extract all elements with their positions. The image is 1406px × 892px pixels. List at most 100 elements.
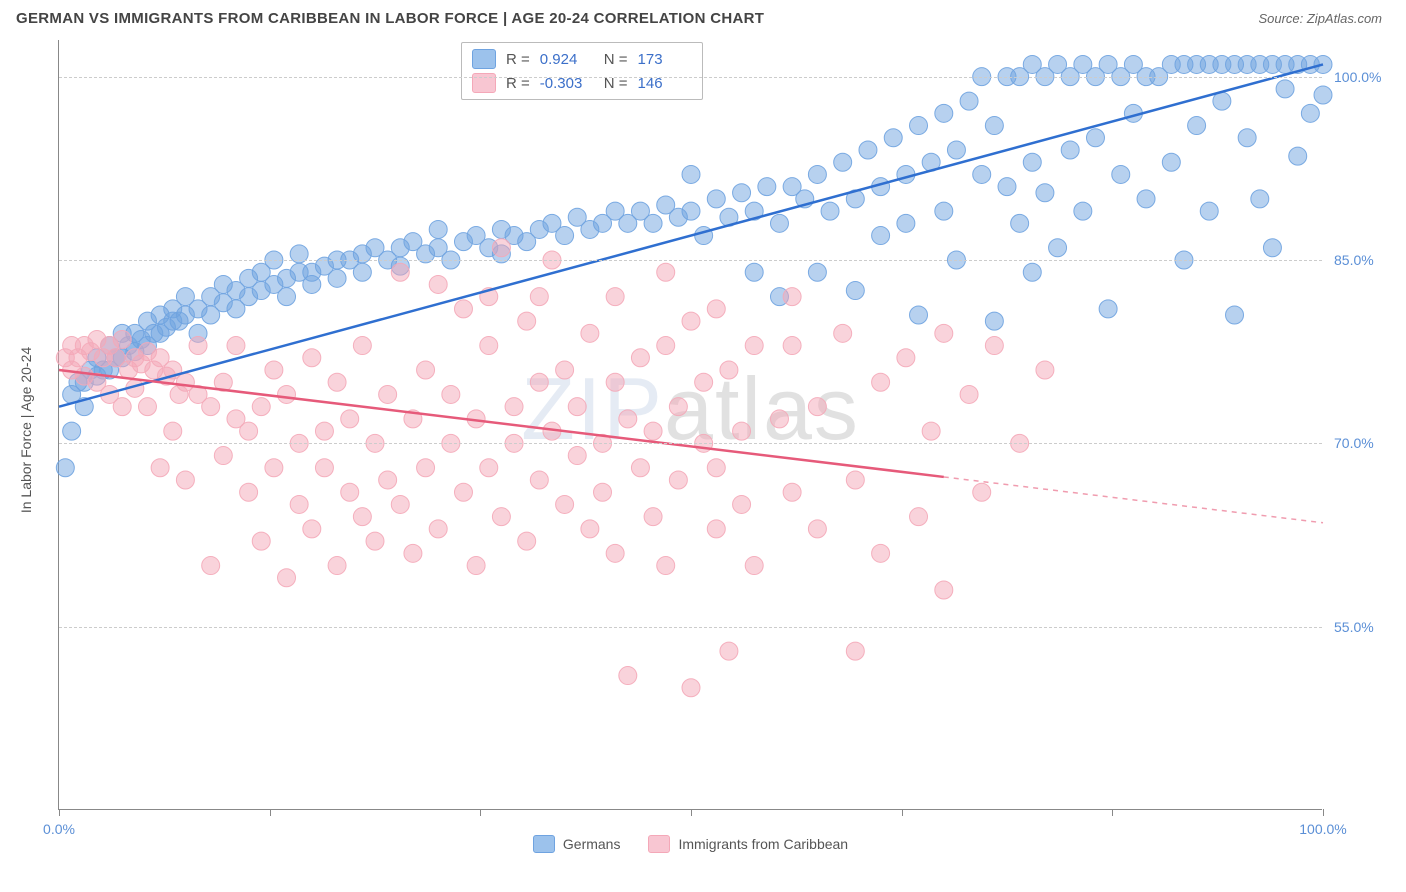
- data-point: [176, 471, 194, 489]
- data-point: [518, 532, 536, 550]
- data-point: [720, 642, 738, 660]
- data-point: [379, 471, 397, 489]
- data-point: [1276, 80, 1294, 98]
- xtick: [1323, 809, 1324, 816]
- data-point: [960, 92, 978, 110]
- xtick: [691, 809, 692, 816]
- data-point: [707, 300, 725, 318]
- data-point: [1162, 153, 1180, 171]
- data-point: [1188, 117, 1206, 135]
- data-point: [846, 282, 864, 300]
- xtick-label: 0.0%: [43, 821, 75, 837]
- data-point: [417, 459, 435, 477]
- data-point: [278, 385, 296, 403]
- data-point: [998, 178, 1016, 196]
- data-point: [733, 422, 751, 440]
- data-point: [63, 422, 81, 440]
- xtick: [1112, 809, 1113, 816]
- data-point: [505, 398, 523, 416]
- data-point: [404, 544, 422, 562]
- data-point: [910, 117, 928, 135]
- gridline: [59, 627, 1322, 628]
- data-point: [189, 337, 207, 355]
- data-point: [265, 459, 283, 477]
- data-point: [846, 471, 864, 489]
- data-point: [669, 398, 687, 416]
- data-point: [606, 288, 624, 306]
- data-point: [745, 557, 763, 575]
- data-point: [619, 667, 637, 685]
- data-point: [328, 269, 346, 287]
- data-point: [606, 544, 624, 562]
- y-axis-label: In Labor Force | Age 20-24: [18, 347, 34, 513]
- data-point: [846, 642, 864, 660]
- data-point: [682, 312, 700, 330]
- data-point: [315, 459, 333, 477]
- data-point: [682, 202, 700, 220]
- data-point: [682, 679, 700, 697]
- data-point: [530, 373, 548, 391]
- data-point: [821, 202, 839, 220]
- data-point: [530, 288, 548, 306]
- data-point: [303, 520, 321, 538]
- data-point: [808, 165, 826, 183]
- data-point: [935, 581, 953, 599]
- data-point: [303, 275, 321, 293]
- data-point: [252, 532, 270, 550]
- data-point: [947, 141, 965, 159]
- legend-item-caribbean: Immigrants from Caribbean: [648, 835, 848, 853]
- xtick: [480, 809, 481, 816]
- data-point: [391, 495, 409, 513]
- data-point: [1023, 263, 1041, 281]
- data-point: [657, 337, 675, 355]
- data-point: [366, 532, 384, 550]
- ytick-label: 70.0%: [1334, 435, 1398, 451]
- swatch-germans-icon: [533, 835, 555, 853]
- source-label: Source: ZipAtlas.com: [1258, 11, 1382, 26]
- data-point: [644, 508, 662, 526]
- data-point: [1074, 202, 1092, 220]
- data-point: [985, 117, 1003, 135]
- data-point: [594, 483, 612, 501]
- ytick-label: 100.0%: [1334, 69, 1398, 85]
- data-point: [581, 520, 599, 538]
- data-point: [910, 306, 928, 324]
- data-point: [568, 447, 586, 465]
- data-point: [240, 422, 258, 440]
- data-point: [935, 202, 953, 220]
- legend-label: Germans: [563, 836, 621, 852]
- data-point: [227, 337, 245, 355]
- data-point: [290, 495, 308, 513]
- data-point: [707, 190, 725, 208]
- data-point: [151, 459, 169, 477]
- data-point: [1011, 214, 1029, 232]
- data-point: [745, 263, 763, 281]
- data-point: [1112, 165, 1130, 183]
- chart-plot-area: ZIPatlas R = 0.924 N = 173 R = -0.303 N …: [58, 40, 1322, 810]
- data-point: [568, 398, 586, 416]
- xtick: [902, 809, 903, 816]
- data-point: [328, 557, 346, 575]
- data-point: [138, 398, 156, 416]
- data-point: [454, 483, 472, 501]
- data-point: [872, 544, 890, 562]
- xtick: [59, 809, 60, 816]
- data-point: [518, 312, 536, 330]
- r-label: R =: [506, 51, 530, 68]
- data-point: [303, 349, 321, 367]
- chart-title: GERMAN VS IMMIGRANTS FROM CARIBBEAN IN L…: [16, 10, 764, 27]
- stats-row-germans: R = 0.924 N = 173: [472, 47, 692, 71]
- data-point: [657, 263, 675, 281]
- data-point: [695, 373, 713, 391]
- data-point: [644, 214, 662, 232]
- data-point: [1314, 86, 1332, 104]
- data-point: [960, 385, 978, 403]
- data-point: [619, 410, 637, 428]
- legend-item-germans: Germans: [533, 835, 621, 853]
- data-point: [265, 361, 283, 379]
- data-point: [202, 557, 220, 575]
- data-point: [631, 459, 649, 477]
- data-point: [353, 337, 371, 355]
- data-point: [733, 184, 751, 202]
- data-point: [872, 373, 890, 391]
